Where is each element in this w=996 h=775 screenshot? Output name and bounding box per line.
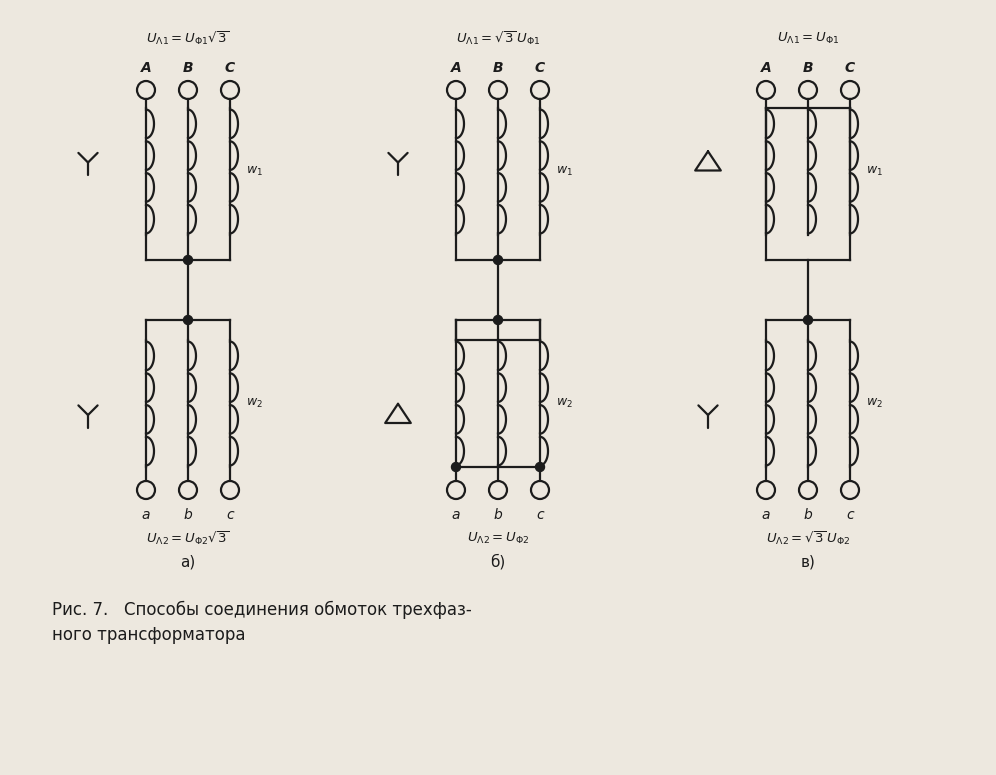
Circle shape (451, 463, 460, 471)
Circle shape (489, 481, 507, 499)
Text: A: A (761, 61, 771, 75)
Circle shape (137, 81, 155, 99)
Text: $U_{\Lambda 2}=U_{\Phi 2}$: $U_{\Lambda 2}=U_{\Phi 2}$ (467, 530, 529, 546)
Text: a: a (141, 508, 150, 522)
Text: $U_{\Lambda 1}=U_{\Phi 1}\sqrt{3}$: $U_{\Lambda 1}=U_{\Phi 1}\sqrt{3}$ (146, 29, 230, 47)
Circle shape (221, 81, 239, 99)
Circle shape (757, 481, 775, 499)
Text: A: A (140, 61, 151, 75)
Circle shape (179, 81, 197, 99)
Circle shape (799, 481, 817, 499)
Circle shape (804, 315, 813, 325)
Text: c: c (847, 508, 854, 522)
Text: $\mathit{w_2}$: $\mathit{w_2}$ (556, 397, 573, 410)
Circle shape (447, 81, 465, 99)
Circle shape (757, 81, 775, 99)
Text: ного трансформатора: ного трансформатора (52, 626, 245, 644)
Text: A: A (450, 61, 461, 75)
Text: $U_{\Lambda 2}=U_{\Phi 2}\sqrt{3}$: $U_{\Lambda 2}=U_{\Phi 2}\sqrt{3}$ (146, 529, 230, 547)
Text: $\mathit{w_2}$: $\mathit{w_2}$ (866, 397, 882, 410)
Text: B: B (182, 61, 193, 75)
Circle shape (137, 481, 155, 499)
Text: B: B (493, 61, 503, 75)
Text: C: C (535, 61, 545, 75)
Circle shape (841, 81, 859, 99)
Circle shape (841, 481, 859, 499)
Circle shape (183, 256, 192, 264)
Text: b: b (494, 508, 502, 522)
Text: $\mathit{w_1}$: $\mathit{w_1}$ (866, 165, 883, 178)
Text: $\mathit{w_1}$: $\mathit{w_1}$ (556, 165, 573, 178)
Circle shape (493, 256, 503, 264)
Circle shape (183, 315, 192, 325)
Text: в): в) (801, 554, 816, 570)
Circle shape (531, 481, 549, 499)
Circle shape (493, 315, 503, 325)
Text: б): б) (490, 554, 506, 570)
Text: C: C (225, 61, 235, 75)
Text: Рис. 7.   Способы соединения обмоток трехфаз-: Рис. 7. Способы соединения обмоток трехф… (52, 601, 472, 619)
Text: c: c (536, 508, 544, 522)
Circle shape (447, 481, 465, 499)
Circle shape (536, 463, 545, 471)
Circle shape (221, 481, 239, 499)
Text: a: a (452, 508, 460, 522)
Text: $\mathit{w_2}$: $\mathit{w_2}$ (246, 397, 263, 410)
Circle shape (489, 81, 507, 99)
Circle shape (799, 81, 817, 99)
Text: b: b (804, 508, 813, 522)
Text: b: b (183, 508, 192, 522)
Text: $U_{\Lambda 1}=\sqrt{3}\,U_{\Phi 1}$: $U_{\Lambda 1}=\sqrt{3}\,U_{\Phi 1}$ (455, 29, 541, 47)
Circle shape (531, 81, 549, 99)
Text: B: B (803, 61, 814, 75)
Text: $\mathit{w_1}$: $\mathit{w_1}$ (246, 165, 263, 178)
Text: a: a (762, 508, 770, 522)
Text: $U_{\Lambda 2}=\sqrt{3}\,U_{\Phi 2}$: $U_{\Lambda 2}=\sqrt{3}\,U_{\Phi 2}$ (766, 529, 851, 547)
Text: c: c (226, 508, 234, 522)
Text: $U_{\Lambda 1}=U_{\Phi 1}$: $U_{\Lambda 1}=U_{\Phi 1}$ (777, 30, 840, 46)
Text: а): а) (180, 554, 195, 570)
Circle shape (179, 481, 197, 499)
Text: C: C (845, 61, 855, 75)
